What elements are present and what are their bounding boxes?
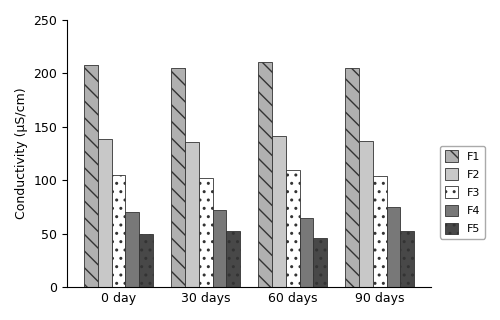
Bar <box>170 68 184 287</box>
Bar <box>112 175 126 287</box>
Bar <box>226 230 240 287</box>
Bar <box>314 238 328 287</box>
Bar <box>184 142 198 287</box>
Legend: F1, F2, F3, F4, F5: F1, F2, F3, F4, F5 <box>440 146 485 238</box>
Bar <box>126 212 140 287</box>
Bar <box>258 62 272 287</box>
Bar <box>272 136 285 287</box>
Bar <box>198 178 212 287</box>
Bar <box>358 141 372 287</box>
Bar <box>300 218 314 287</box>
Bar <box>98 139 112 287</box>
Bar <box>386 207 400 287</box>
Bar <box>345 68 358 287</box>
Bar <box>212 210 226 287</box>
Bar <box>400 230 414 287</box>
Bar <box>372 176 386 287</box>
Bar <box>286 170 300 287</box>
Y-axis label: Conductivity (μS/cm): Conductivity (μS/cm) <box>15 88 28 220</box>
Bar <box>84 65 98 287</box>
Bar <box>140 234 153 287</box>
